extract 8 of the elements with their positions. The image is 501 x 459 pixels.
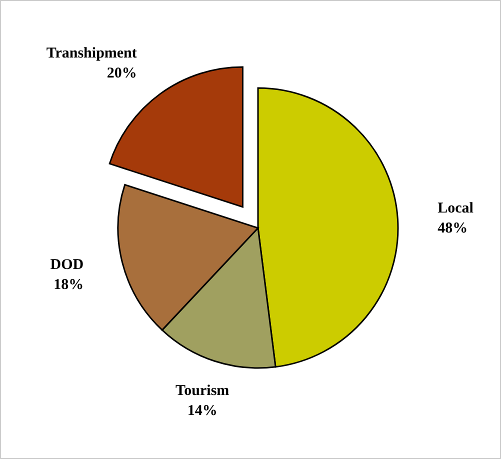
slice-label: Tourism (176, 383, 230, 400)
slice-label: Local (438, 200, 474, 217)
data-label: 20% (106, 65, 137, 82)
slice-label: DOD (50, 256, 84, 273)
data-label: 18% (54, 276, 84, 293)
slice-label: Transhipment (46, 45, 137, 62)
data-label: 14% (187, 403, 218, 420)
data-label: 48% (438, 220, 468, 237)
